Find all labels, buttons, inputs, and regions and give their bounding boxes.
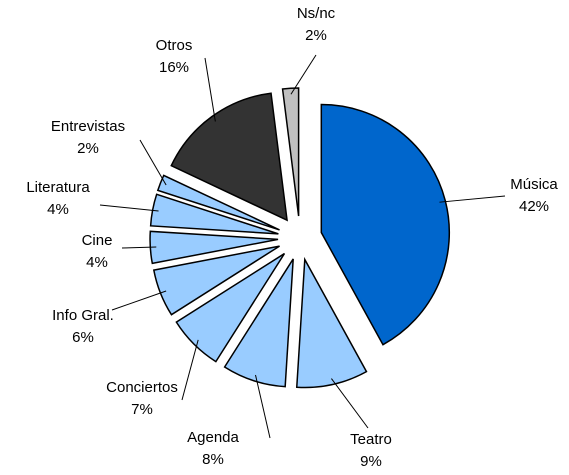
- slice-value-label: 42%: [519, 198, 549, 215]
- slice-label: Otros: [156, 37, 193, 54]
- slice-value-label: 4%: [47, 201, 69, 218]
- leader-line: [204, 57, 216, 122]
- pie-slice: [170, 92, 288, 222]
- pie-slice: [223, 258, 294, 388]
- slice-value-label: 8%: [202, 451, 224, 468]
- slice-label: Literatura: [26, 179, 90, 196]
- slice-label: Info Gral.: [52, 307, 114, 324]
- slice-label: Conciertos: [106, 379, 178, 396]
- slice-value-label: 7%: [131, 401, 153, 418]
- leader-line: [139, 139, 167, 186]
- leader-line: [99, 204, 159, 212]
- pie-slice: [320, 103, 450, 346]
- slice-value-label: 2%: [305, 27, 327, 44]
- slice-value-label: 2%: [77, 140, 99, 157]
- pie-slice: [175, 252, 286, 363]
- slice-label: Ns/nc: [297, 5, 336, 22]
- slice-value-label: 6%: [72, 329, 94, 346]
- pie-slice: [281, 87, 300, 217]
- slice-label: Teatro: [350, 431, 392, 448]
- pie-slice: [295, 256, 368, 389]
- slice-label: Cine: [82, 232, 113, 249]
- slice-value-label: 9%: [360, 453, 382, 470]
- slice-label: Agenda: [187, 429, 239, 446]
- leader-line: [121, 246, 157, 249]
- leader-line: [290, 54, 317, 95]
- pie-slice: [156, 174, 280, 231]
- slice-label: Entrevistas: [51, 118, 125, 135]
- slice-label: Música: [510, 176, 558, 193]
- leader-line: [439, 195, 506, 203]
- slice-value-label: 16%: [159, 59, 189, 76]
- slice-value-label: 4%: [86, 254, 108, 271]
- leader-line: [181, 339, 199, 401]
- leader-line: [331, 378, 369, 429]
- pie-slice: [149, 193, 279, 235]
- leader-line: [111, 290, 167, 311]
- leader-line: [255, 374, 271, 439]
